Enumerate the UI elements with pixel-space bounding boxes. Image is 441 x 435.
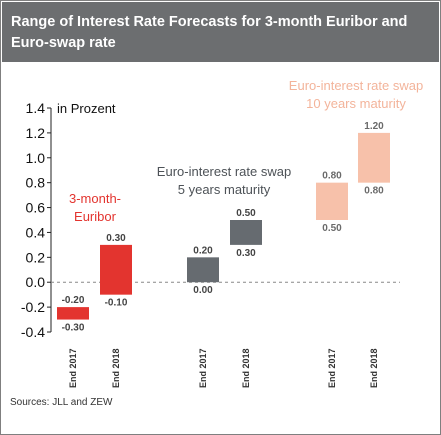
range-bar — [100, 244, 132, 295]
x-category-label: End 2018 — [369, 348, 379, 388]
y-tick-label: 1.0 — [26, 150, 46, 166]
series-group-label: Euro-interest rate swap 10 years maturity — [289, 78, 423, 111]
bar-high-label: 0.30 — [106, 233, 126, 244]
bar-low-label: -0.10 — [105, 298, 128, 309]
y-tick-label: 0.0 — [26, 274, 46, 290]
y-tick-label: 0.4 — [26, 224, 46, 240]
y-tick-label: 0.8 — [26, 175, 46, 191]
bar-low-label: -0.30 — [62, 323, 85, 334]
y-tick-label: 0.6 — [26, 200, 46, 216]
bar-high-label: 0.20 — [193, 245, 213, 256]
bar-low-label: 0.30 — [236, 248, 256, 259]
x-category-label: End 2017 — [327, 348, 337, 388]
y-tick-label: -0.4 — [21, 324, 45, 340]
series-group-label: 3-month-Euribor — [69, 191, 121, 224]
bar-low-label: 0.00 — [193, 285, 213, 296]
bar-high-label: -0.20 — [62, 295, 85, 306]
chart-header: Range of Interest Rate Forecasts for 3-m… — [2, 2, 439, 62]
bar-high-label: 0.80 — [322, 171, 342, 182]
y-tick-label: -0.2 — [21, 299, 45, 315]
source-note: Sources: JLL and ZEW — [10, 397, 113, 408]
bar-high-label: 1.20 — [364, 121, 384, 132]
series-group-label: Euro-interest rate swap 5 years maturity — [157, 164, 291, 197]
x-category-label: End 2017 — [68, 348, 78, 388]
y-tick-label: 1.2 — [26, 125, 46, 141]
y-tick-label: 0.2 — [26, 249, 46, 265]
y-tick-label: 1.4 — [26, 100, 46, 116]
x-category-label: End 2017 — [198, 348, 208, 388]
range-bar — [57, 307, 89, 320]
range-bar — [187, 257, 219, 283]
x-category-label: End 2018 — [241, 348, 251, 388]
bar-low-label: 0.50 — [322, 223, 342, 234]
bar-high-label: 0.50 — [236, 208, 256, 219]
range-bar — [358, 132, 390, 183]
unit-label: in Prozent — [57, 101, 116, 116]
bar-low-label: 0.80 — [364, 186, 384, 197]
x-category-label: End 2018 — [111, 348, 121, 388]
chart-title: Range of Interest Rate Forecasts for 3-m… — [11, 14, 408, 51]
range-bar — [316, 182, 348, 220]
range-bar — [230, 220, 262, 245]
